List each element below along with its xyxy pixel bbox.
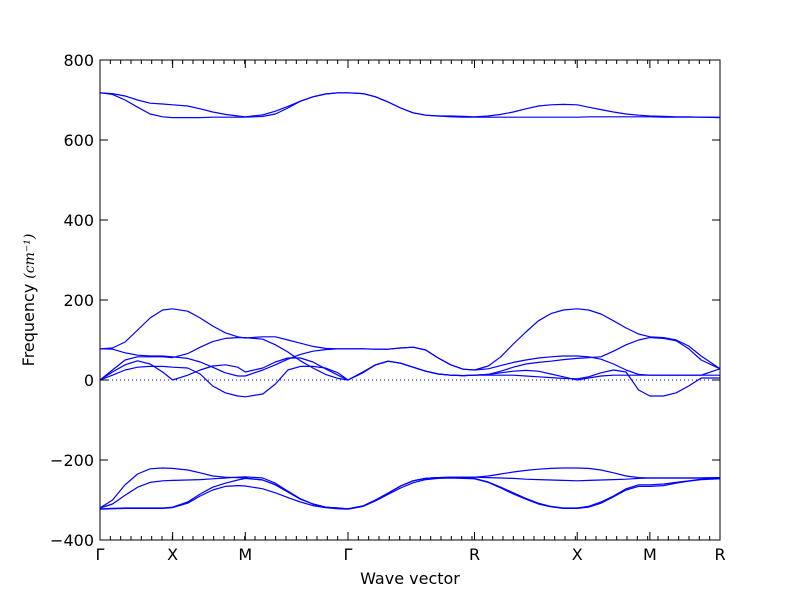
y-tick-label: −400 [50,531,94,550]
series-layer [99,92,721,510]
y-tick-label: 200 [63,291,94,310]
y-tick-label: 400 [63,211,94,230]
x-tick-label: M [238,545,252,564]
y-tick-label: −200 [50,451,94,470]
x-tick-label: M [643,545,657,564]
x-tick-label: X [572,545,583,564]
band-line-7 [99,360,720,398]
x-tick-label: X [167,545,178,564]
plot-frame [99,59,721,541]
x-tick-label: R [469,545,480,564]
x-tick-label: R [714,545,725,564]
y-tick-label: 0 [84,371,94,390]
band-line-10 [99,477,721,510]
y-tick-label: 600 [63,131,94,150]
y-axis-label: Frequency (cm⁻¹) [19,234,38,367]
x-tick-label: Γ [344,545,353,564]
band-line-4 [99,346,721,377]
x-axis-label: Wave vector [360,569,460,588]
band-line-11 [99,477,721,510]
y-tick-label: 800 [63,51,94,70]
band-line-2 [99,92,721,119]
y-axis-label-unit: (cm⁻¹) [22,234,38,279]
x-tick-label: Γ [96,545,105,564]
y-axis-label-text: Frequency [19,284,38,367]
